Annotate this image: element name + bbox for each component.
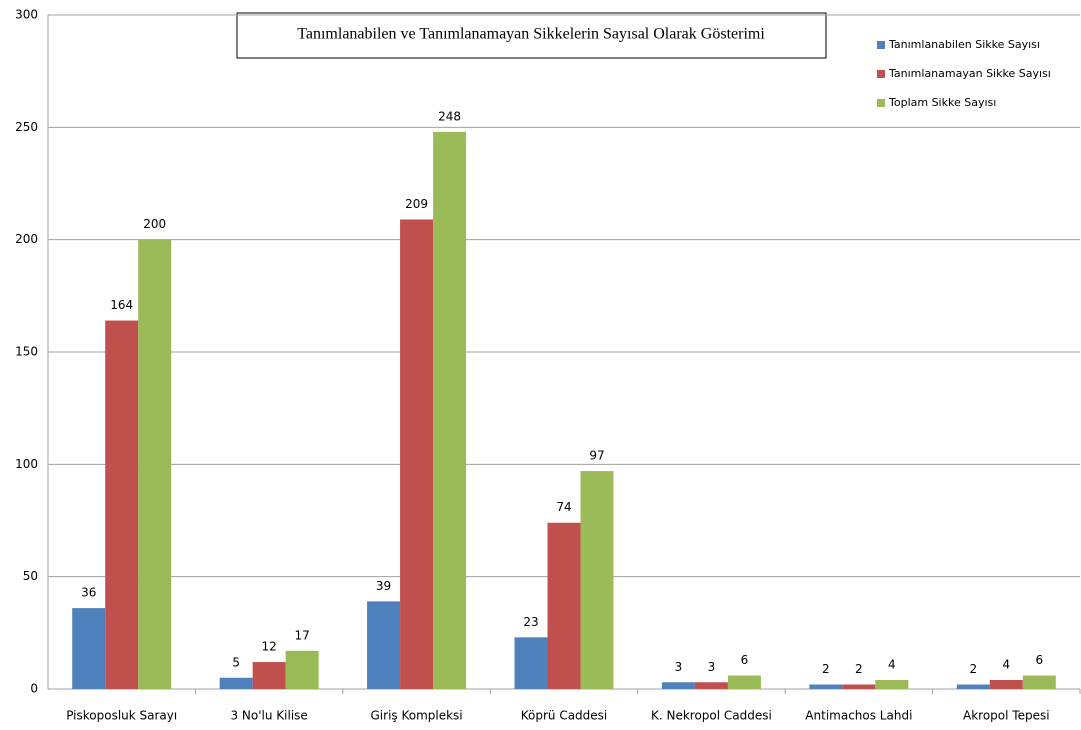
y-tick-label: 200	[15, 232, 38, 246]
data-label: 36	[81, 586, 96, 600]
data-label: 23	[523, 615, 538, 629]
data-label: 2	[969, 662, 977, 676]
bar	[105, 320, 139, 689]
y-tick-label: 300	[15, 8, 38, 22]
data-label: 5	[232, 655, 240, 669]
x-tick-label: K. Nekropol Caddesi	[651, 709, 772, 723]
bar	[809, 684, 843, 689]
data-label: 2	[822, 662, 830, 676]
bar	[547, 522, 581, 689]
legend-swatch	[877, 70, 885, 78]
bar	[367, 601, 401, 689]
bar	[514, 637, 548, 689]
bar	[285, 650, 319, 689]
x-tick-label: 3 No'lu Kilise	[230, 709, 307, 723]
bar	[580, 471, 614, 689]
data-label: 12	[262, 640, 277, 654]
data-label: 4	[888, 658, 896, 672]
x-tick-label: Piskoposluk Sarayı	[66, 709, 177, 723]
x-tick-label: Antimachos Lahdi	[805, 709, 912, 723]
legend-label: Tanımlanabilen Sikke Sayısı	[888, 38, 1040, 51]
data-label: 6	[741, 653, 749, 667]
bar	[219, 677, 253, 689]
bar	[875, 680, 909, 689]
data-label: 74	[556, 500, 571, 514]
bar	[72, 608, 106, 689]
bar	[400, 219, 434, 690]
title-box	[236, 12, 827, 59]
x-tick-label: Köprü Caddesi	[521, 709, 608, 723]
y-tick-label: 150	[15, 345, 38, 359]
chart-title: Tanımlanabilen ve Tanımlanamayan Sikkele…	[297, 26, 765, 43]
y-tick-label: 0	[30, 682, 38, 696]
bar	[727, 675, 761, 689]
bar	[989, 680, 1023, 689]
data-label: 6	[1035, 653, 1043, 667]
y-tick-label: 250	[15, 120, 38, 134]
bar	[694, 682, 728, 689]
bar	[1022, 675, 1056, 689]
y-tick-label: 50	[23, 569, 38, 583]
data-label: 164	[110, 298, 133, 312]
data-label: 209	[405, 197, 428, 211]
data-label: 39	[376, 579, 391, 593]
data-label: 200	[143, 217, 166, 231]
data-label: 2	[855, 662, 863, 676]
x-tick-label: Giriş Kompleksi	[371, 709, 463, 723]
y-tick-label: 100	[15, 457, 38, 471]
data-label: 3	[708, 660, 716, 674]
data-label: 4	[1002, 658, 1010, 672]
bar	[433, 131, 467, 689]
legend-swatch	[877, 41, 885, 49]
bar	[956, 684, 990, 689]
data-label: 17	[295, 628, 310, 642]
x-tick-label: Akropol Tepesi	[963, 709, 1050, 723]
data-label: 248	[438, 109, 461, 123]
data-label: 97	[589, 449, 604, 463]
legend-label: Toplam Sikke Sayısı	[888, 96, 996, 109]
data-label: 3	[675, 660, 683, 674]
legend-label: Tanımlanamayan Sikke Sayısı	[888, 67, 1051, 80]
bar	[661, 682, 695, 689]
bar	[252, 662, 286, 689]
bar	[138, 239, 172, 689]
bar	[842, 684, 876, 689]
legend-swatch	[877, 99, 885, 107]
